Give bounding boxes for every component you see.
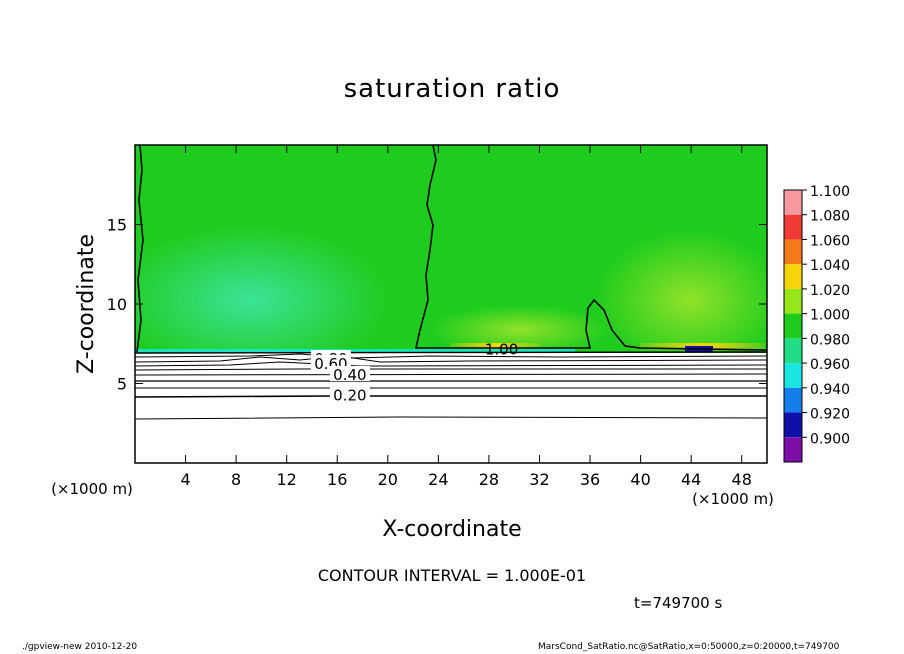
y-tick-label: 15 bbox=[107, 216, 127, 235]
heatmap-field bbox=[135, 145, 767, 463]
contour-line-0.50 bbox=[135, 373, 767, 376]
field-supersaturated-patch-right bbox=[595, 230, 767, 370]
contour-label: 0.40 bbox=[333, 366, 366, 384]
chart-plot: 1.000.800.600.400.20 4812162024283236404… bbox=[51, 144, 850, 542]
contour-interval-label: CONTOUR INTERVAL = 1.000E-01 bbox=[317, 566, 587, 585]
colorbar-swatch bbox=[784, 264, 802, 289]
colorbar-frame bbox=[783, 189, 803, 463]
colorbar-label: 1.060 bbox=[810, 233, 850, 249]
contour-line-1.00-left bbox=[136, 145, 144, 353]
contour-label-bg bbox=[329, 386, 370, 402]
y-axis-ticks: 5 10 15 bbox=[107, 216, 767, 394]
x-tick-label: 28 bbox=[479, 470, 499, 489]
colorbar-swatch bbox=[784, 288, 802, 314]
colorbar-swatch bbox=[784, 214, 802, 240]
colorbar-label: 0.960 bbox=[810, 357, 850, 373]
colorbar-swatch bbox=[784, 412, 802, 438]
contour-label: 0.20 bbox=[333, 387, 366, 405]
field-cyan-band bbox=[135, 349, 575, 354]
colorbar-label: 1.100 bbox=[810, 184, 850, 200]
colorbar: 1.100 1.080 1.060 1.040 1.020 1.000 0.980 0.960… bbox=[783, 184, 850, 463]
colorbar-label: 1.000 bbox=[810, 308, 850, 324]
colorbar-swatch bbox=[784, 363, 802, 388]
footer-left: ./gpview-new 2010-12-20 bbox=[22, 642, 138, 652]
colorbar-label: 0.980 bbox=[810, 332, 850, 348]
y-axis-label: Z-coordinate bbox=[74, 234, 99, 374]
contour-labels: 1.000.800.600.400.20 bbox=[310, 341, 518, 405]
contour-label-bg bbox=[329, 365, 370, 381]
x-tick-label: 40 bbox=[630, 470, 650, 489]
y-tick-label: 5 bbox=[117, 375, 127, 394]
y-tick-label: 10 bbox=[107, 295, 127, 314]
contour-line-1.00-middle bbox=[415, 145, 767, 351]
contour-line-0.10 bbox=[135, 416, 767, 420]
x-tick-label: 16 bbox=[327, 470, 347, 489]
x-tick-label: 32 bbox=[529, 470, 549, 489]
contour-label: 1.00 bbox=[485, 341, 518, 359]
x-tick-label: 24 bbox=[428, 470, 448, 489]
colorbar-swatch bbox=[784, 313, 802, 339]
colorbar-swatch bbox=[784, 239, 802, 265]
contour-line-0.60 bbox=[135, 368, 767, 371]
field-yellow-band-mid bbox=[450, 343, 540, 349]
x-tick-label: 8 bbox=[231, 470, 241, 489]
x-tick-label: 20 bbox=[378, 470, 398, 489]
colorbar-label: 1.040 bbox=[810, 258, 850, 274]
x-tick-label: 12 bbox=[277, 470, 297, 489]
colorbar-label: 1.080 bbox=[810, 209, 850, 225]
colorbar-label: 0.920 bbox=[810, 407, 850, 423]
contour-line-1.00-base bbox=[135, 351, 767, 354]
colorbar-label: 0.940 bbox=[810, 382, 850, 398]
time-label: t=749700 s bbox=[634, 594, 723, 612]
contour-line-0.70 bbox=[135, 361, 767, 367]
colorbar-swatch bbox=[784, 437, 802, 462]
contour-lines bbox=[135, 145, 767, 420]
chart-title: saturation ratio bbox=[343, 74, 561, 104]
x-axis-label: X-coordinate bbox=[382, 517, 521, 542]
colorbar-swatch bbox=[784, 190, 802, 215]
colorbar-swatch bbox=[784, 387, 802, 413]
colorbar-label: 1.020 bbox=[810, 283, 850, 299]
x-tick-label: 4 bbox=[180, 470, 190, 489]
colorbar-label: 0.900 bbox=[810, 431, 850, 447]
x-tick-label: 48 bbox=[732, 470, 752, 489]
x-axis-unit-right: (×1000 m) bbox=[692, 490, 774, 508]
x-axis-unit-left: (×1000 m) bbox=[51, 480, 133, 498]
colorbar-swatch bbox=[784, 338, 802, 364]
footer-right: MarsCond_SatRatio.nc@SatRatio,x=0:50000,… bbox=[538, 642, 840, 652]
x-tick-label: 36 bbox=[580, 470, 600, 489]
x-axis-ticks: 4 8 12 16 20 24 28 32 36 40 44 48 bbox=[180, 145, 752, 489]
x-tick-label: 44 bbox=[681, 470, 701, 489]
field-unsaturated-region bbox=[135, 353, 767, 463]
field-supersaturated-patch-mid bbox=[430, 305, 610, 355]
field-subsaturated-patch bbox=[135, 225, 390, 375]
